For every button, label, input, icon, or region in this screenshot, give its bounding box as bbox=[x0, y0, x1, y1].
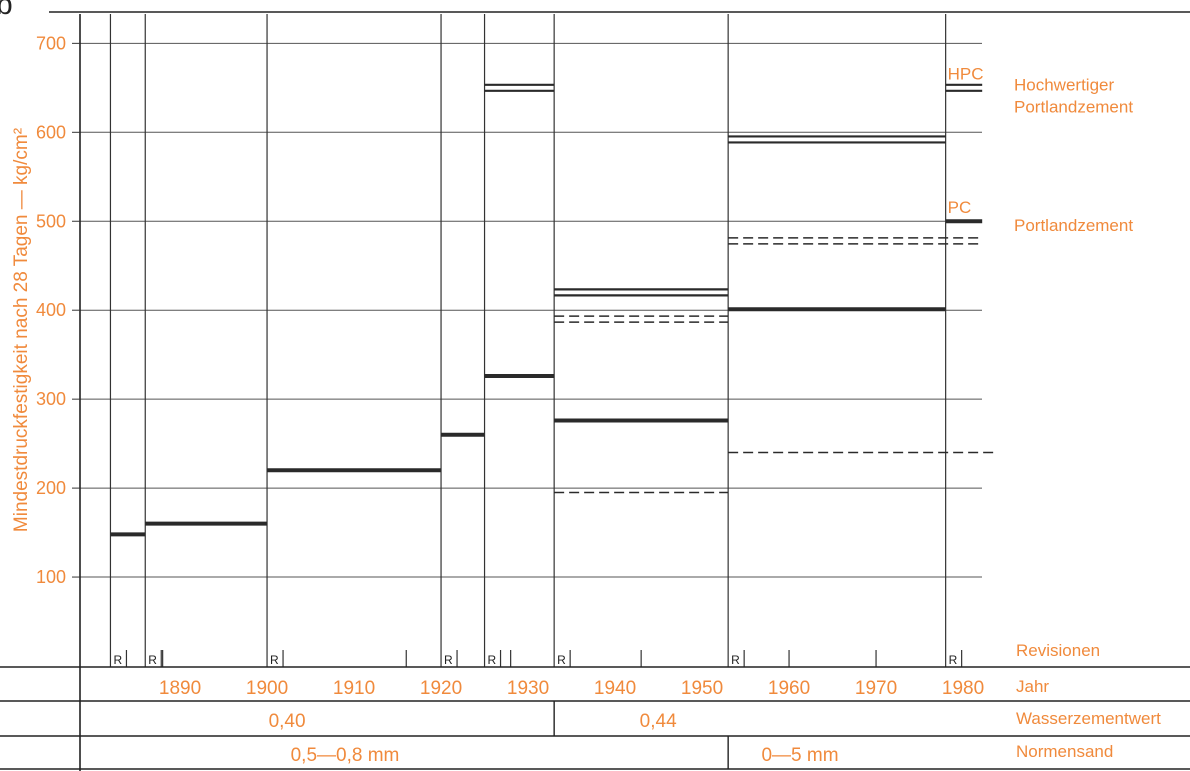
x-tick-label: 1890 bbox=[159, 678, 201, 699]
y-tick-label: 100 bbox=[36, 567, 66, 587]
sand-value: 0,5—0,8 mm bbox=[291, 745, 400, 766]
y-tick-label: 600 bbox=[36, 122, 66, 142]
revision-marker: R bbox=[949, 653, 958, 667]
grid bbox=[80, 42, 982, 578]
revision-marker: R bbox=[444, 653, 453, 667]
x-tick-label: 1930 bbox=[507, 678, 549, 699]
y-tick-label: 300 bbox=[36, 389, 66, 409]
x-tick-label: 1960 bbox=[768, 678, 810, 699]
sand-value: 0—5 mm bbox=[761, 745, 838, 766]
x-tick-label: 1970 bbox=[855, 678, 897, 699]
x-tick-label: 1950 bbox=[681, 678, 723, 699]
y-tick-label: 200 bbox=[36, 478, 66, 498]
annotation-code: HPC bbox=[948, 64, 984, 83]
y-axis-label: Mindestdruckfestigkeit nach 28 Tagen — k… bbox=[11, 128, 32, 532]
bottom-rows: 1890 1900 1910 1920 1930 1940 1950 1960 1970 1980… bbox=[0, 641, 1190, 770]
annotation-name: Portlandzement bbox=[1014, 216, 1133, 235]
y-tick-label: 400 bbox=[36, 300, 66, 320]
x-tick-label: 1920 bbox=[420, 678, 462, 699]
x-tick-label: 1910 bbox=[333, 678, 375, 699]
y-tick-label: 500 bbox=[36, 211, 66, 231]
x-tick-label: 1980 bbox=[942, 678, 984, 699]
revision-marker: R bbox=[270, 653, 279, 667]
wz-value: 0,44 bbox=[640, 711, 677, 732]
annotation-name: Hochwertiger bbox=[1014, 75, 1114, 94]
row-label-revisions: Revisionen bbox=[1016, 641, 1100, 660]
panel-label: b bbox=[0, 0, 13, 21]
row-label-sand: Normensand bbox=[1016, 742, 1113, 761]
y-tick-label: 700 bbox=[36, 33, 66, 53]
revision-marker: R bbox=[731, 653, 740, 667]
series-lines bbox=[110, 83, 997, 537]
revision-marker: R bbox=[557, 653, 566, 667]
y-axis: 100 200 300 400 500 600 700 bbox=[36, 33, 80, 587]
x-tick-label: 1940 bbox=[594, 678, 636, 699]
revision-marker: R bbox=[113, 653, 122, 667]
annotation-code: PC bbox=[948, 198, 972, 217]
revision-marker: R bbox=[148, 653, 157, 667]
wz-value: 0,40 bbox=[269, 711, 306, 732]
x-tick-label: 1900 bbox=[246, 678, 288, 699]
annotations: HPC Hochwertiger Portlandzement PC Portlandz… bbox=[948, 64, 1134, 234]
chart-frame bbox=[49, 11, 1190, 771]
annotation-name: Portlandzement bbox=[1014, 97, 1133, 116]
revision-marker: R bbox=[488, 653, 497, 667]
row-label-year: Jahr bbox=[1016, 677, 1049, 696]
row-label-wz: Wasserzementwert bbox=[1016, 709, 1161, 728]
